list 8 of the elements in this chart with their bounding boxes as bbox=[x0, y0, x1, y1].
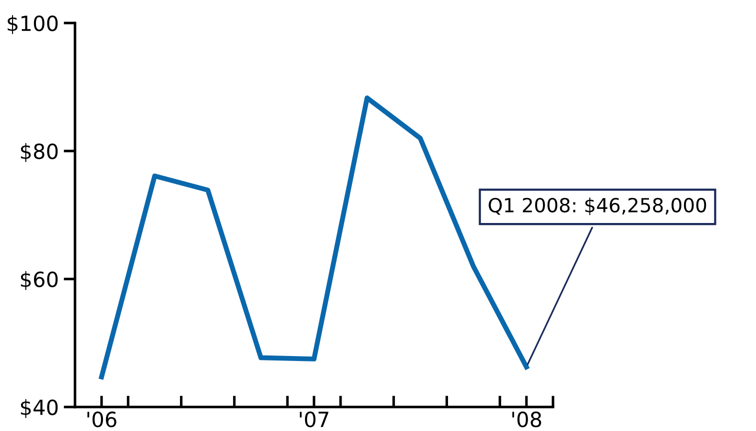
annotation: Q1 2008: $46,258,000 bbox=[488, 197, 706, 216]
x-tick-label: '06 bbox=[87, 412, 116, 428]
y-tick-label: $40 bbox=[20, 399, 58, 418]
x-tick-label: '07 bbox=[300, 412, 328, 428]
y-tick-label: $60 bbox=[20, 271, 58, 290]
y-tick-label: $80 bbox=[20, 143, 58, 162]
y-tick-label: $100 bbox=[8, 15, 58, 34]
x-tick-label: '08 bbox=[512, 412, 542, 428]
